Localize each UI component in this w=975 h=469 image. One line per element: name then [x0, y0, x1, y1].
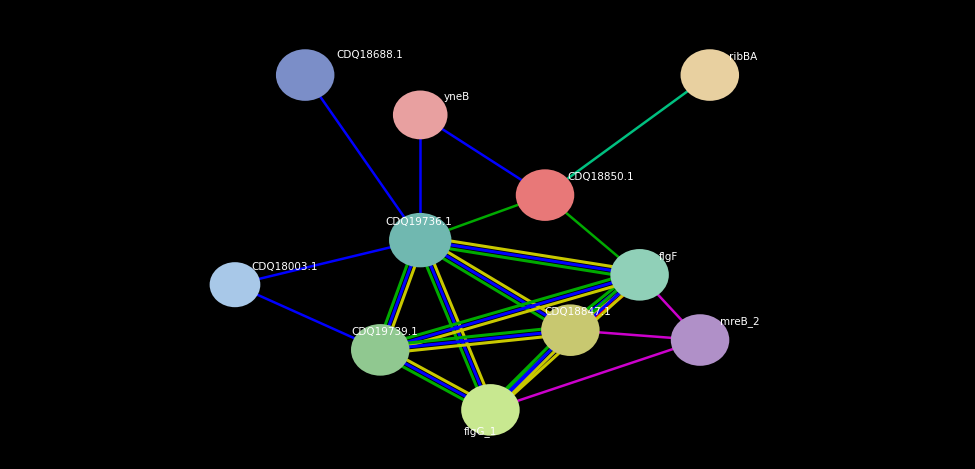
- Ellipse shape: [351, 324, 410, 376]
- Text: mreB_2: mreB_2: [720, 316, 760, 327]
- Ellipse shape: [389, 213, 451, 267]
- Text: CDQ19736.1: CDQ19736.1: [385, 217, 451, 227]
- Text: flgG_1: flgG_1: [464, 426, 497, 437]
- Text: CDQ18847.1: CDQ18847.1: [544, 307, 610, 317]
- Text: CDQ19739.1: CDQ19739.1: [351, 326, 417, 337]
- Ellipse shape: [393, 91, 448, 139]
- Ellipse shape: [681, 49, 739, 101]
- Text: ribBA: ribBA: [729, 52, 758, 62]
- Text: CDQ18688.1: CDQ18688.1: [336, 50, 403, 61]
- Text: yneB: yneB: [444, 91, 470, 102]
- Ellipse shape: [541, 304, 600, 356]
- Ellipse shape: [516, 169, 574, 221]
- Ellipse shape: [210, 262, 260, 307]
- Text: flgF: flgF: [659, 251, 679, 262]
- Ellipse shape: [610, 249, 669, 301]
- Ellipse shape: [671, 314, 729, 366]
- Text: CDQ18850.1: CDQ18850.1: [567, 172, 634, 182]
- Ellipse shape: [461, 384, 520, 436]
- Text: CDQ18003.1: CDQ18003.1: [252, 262, 318, 272]
- Ellipse shape: [276, 49, 334, 101]
